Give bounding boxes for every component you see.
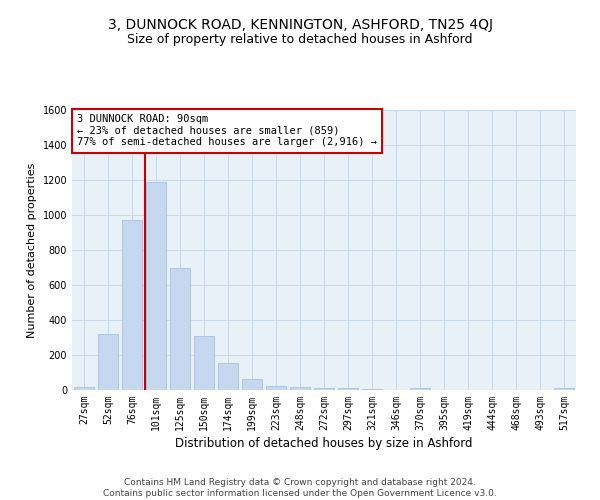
Y-axis label: Number of detached properties: Number of detached properties [27, 162, 37, 338]
Bar [98, 334, 118, 390]
Bar [74, 386, 94, 390]
Bar [338, 388, 358, 390]
Bar [362, 389, 382, 390]
Text: Size of property relative to detached houses in Ashford: Size of property relative to detached ho… [127, 32, 473, 46]
Text: 3 DUNNOCK ROAD: 90sqm
← 23% of detached houses are smaller (859)
77% of semi-det: 3 DUNNOCK ROAD: 90sqm ← 23% of detached … [77, 114, 377, 148]
Bar [314, 388, 334, 390]
Bar [290, 388, 310, 390]
Text: Contains HM Land Registry data © Crown copyright and database right 2024.
Contai: Contains HM Land Registry data © Crown c… [103, 478, 497, 498]
Bar [242, 378, 262, 390]
Bar [146, 182, 166, 390]
Bar [266, 386, 286, 390]
X-axis label: Distribution of detached houses by size in Ashford: Distribution of detached houses by size … [175, 437, 473, 450]
Text: 3, DUNNOCK ROAD, KENNINGTON, ASHFORD, TN25 4QJ: 3, DUNNOCK ROAD, KENNINGTON, ASHFORD, TN… [107, 18, 493, 32]
Bar [410, 388, 430, 390]
Bar [170, 268, 190, 390]
Bar [218, 363, 238, 390]
Bar [194, 336, 214, 390]
Bar [122, 220, 142, 390]
Bar [554, 388, 574, 390]
